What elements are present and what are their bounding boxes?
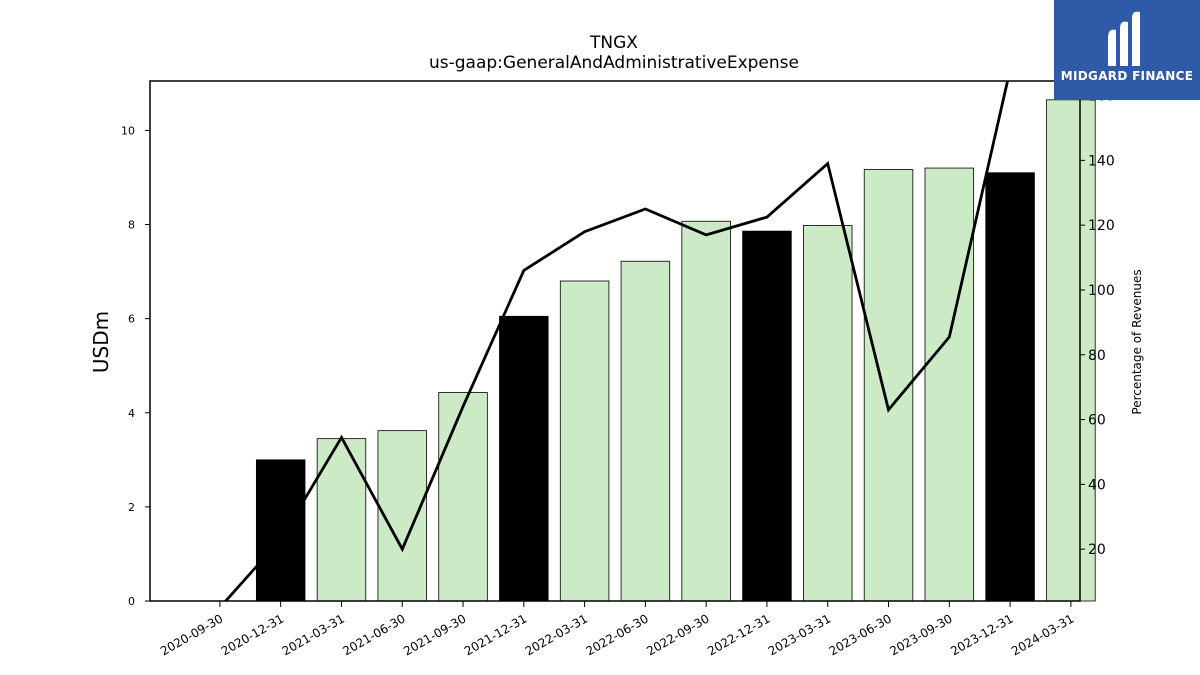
y2-tick-label: 80 xyxy=(1088,348,1106,364)
bar-2023-12-31 xyxy=(985,172,1035,602)
chart-title: TNGX xyxy=(589,33,638,53)
x-tick-label: 2022-06-30 xyxy=(583,611,650,658)
bar-2021-03-31 xyxy=(316,438,367,602)
x-tick-label: 2021-12-31 xyxy=(462,611,529,658)
logo-text: MIDGARD FINANCE xyxy=(1060,69,1194,83)
x-tick-label: 2022-09-30 xyxy=(644,611,711,658)
bar-2022-03-31 xyxy=(559,280,610,602)
y2-tick-label: 40 xyxy=(1088,477,1106,493)
bar-2023-09-30 xyxy=(924,167,975,602)
x-tick-label: 2020-09-30 xyxy=(158,611,225,658)
midgard-finance-logo: MIDGARD FINANCE xyxy=(1054,0,1200,100)
y2-tick-label: 60 xyxy=(1088,413,1106,429)
x-tick-label: 2021-06-30 xyxy=(340,611,407,658)
y2-tick-label: 100 xyxy=(1088,283,1115,299)
bar-2022-06-30 xyxy=(620,260,671,602)
bar-2023-03-31 xyxy=(803,225,853,602)
bar-2021-06-30 xyxy=(377,430,427,602)
x-tick-label: 2023-09-30 xyxy=(887,611,954,658)
bar-2021-12-31 xyxy=(499,315,549,602)
x-tick-label: 2021-09-30 xyxy=(401,611,468,658)
y2-tick-label: 140 xyxy=(1088,153,1115,169)
plot-frame xyxy=(149,80,1081,602)
y2-tick-label: 20 xyxy=(1088,542,1106,558)
x-tick-label: 2023-06-30 xyxy=(827,611,894,658)
x-tick-label: 2023-12-31 xyxy=(948,611,1015,658)
y-tick-label: 4 xyxy=(128,407,135,420)
revenue-percentage-line xyxy=(223,81,1009,601)
x-tick-label: 2021-03-31 xyxy=(280,611,347,658)
bar-2021-09-30 xyxy=(438,392,488,602)
y-axis-label: USDm xyxy=(89,311,113,373)
x-tick-label: 2024-03-31 xyxy=(1009,611,1076,658)
y-tick-label: 10 xyxy=(121,124,135,137)
bar-2023-06-30 xyxy=(863,169,914,602)
bar-2022-12-31 xyxy=(742,230,792,602)
chart-subtitle: us-gaap:GeneralAndAdministrativeExpense xyxy=(429,53,799,73)
y-tick-label: 0 xyxy=(128,595,135,608)
x-tick-label: 2022-12-31 xyxy=(705,611,772,658)
y-tick-label: 8 xyxy=(128,219,135,232)
x-tick-label: 2023-03-31 xyxy=(766,611,833,658)
plot-area xyxy=(223,81,1096,602)
bar-2022-09-30 xyxy=(681,220,731,602)
bar-2024-03-31 xyxy=(1046,99,1096,602)
x-tick-label: 2022-03-31 xyxy=(523,611,590,658)
x-tick-label: 2020-12-31 xyxy=(219,611,286,658)
y2-axis-label: Percentage of Revenues xyxy=(1130,269,1144,414)
bar-2020-12-31 xyxy=(255,459,306,602)
y-tick-label: 6 xyxy=(128,313,135,326)
logo-icon xyxy=(1108,11,1140,67)
y2-tick-label: 120 xyxy=(1088,218,1115,234)
y-tick-label: 2 xyxy=(128,501,135,514)
